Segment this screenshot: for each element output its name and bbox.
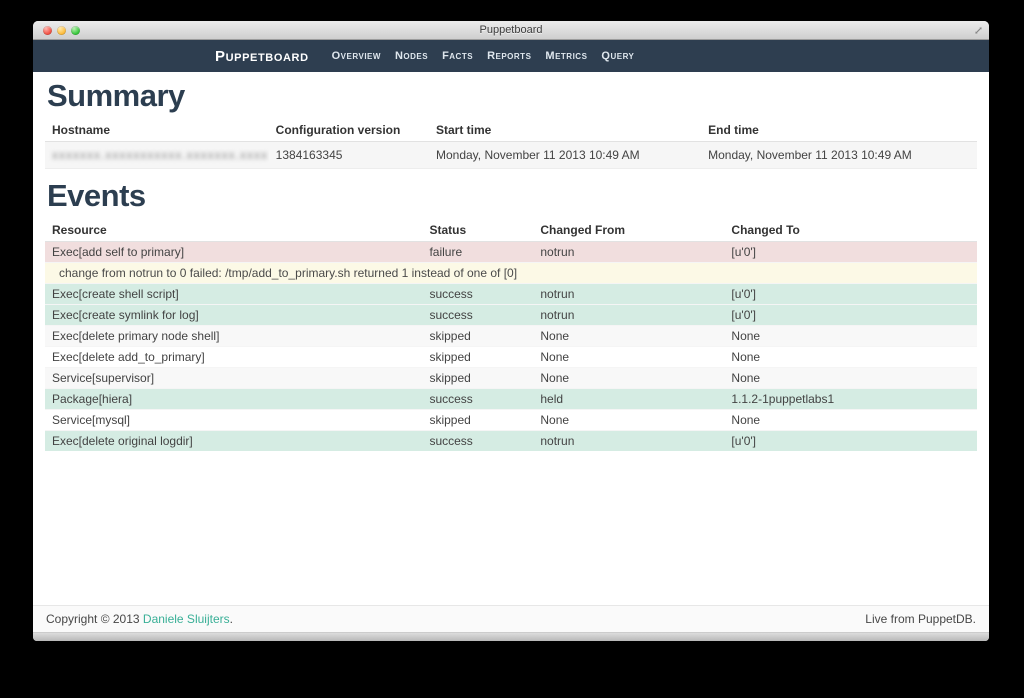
hostname-cell: xxxxxxx.xxxxxxxxxxx.xxxxxxx.xxxx	[45, 141, 269, 169]
navbar: Puppetboard Overview Nodes Facts Reports…	[33, 40, 989, 72]
changed-from-cell: None	[533, 408, 725, 431]
col-changed-from: Changed From	[533, 218, 725, 242]
table-row: Package[hiera] success held 1.1.2-1puppe…	[45, 387, 977, 410]
navbar-brand[interactable]: Puppetboard	[215, 47, 309, 65]
report-page: Summary Hostname Configuration version S…	[33, 72, 989, 605]
changed-to-cell: None	[724, 345, 977, 368]
configuration-version-cell: 1384163345	[268, 141, 429, 169]
col-start-time: Start time	[428, 118, 702, 142]
changed-from-cell: notrun	[533, 282, 725, 305]
resource-cell: Exec[create symlink for log]	[45, 303, 423, 326]
window-title: Puppetboard	[479, 24, 543, 36]
summary-table: Hostname Configuration version Start tim…	[45, 118, 977, 169]
changed-to-cell: None	[724, 366, 977, 389]
copyright-text: Copyright © 2013 Daniele Sluijters.	[46, 612, 233, 626]
resource-cell: Exec[delete add_to_primary]	[45, 345, 423, 368]
app-window: Puppetboard Puppetboard Overview Nodes F…	[33, 21, 989, 641]
hostname-redacted: xxxxxxx.xxxxxxxxxxx.xxxxxxx.xxxx	[52, 147, 269, 162]
status-cell: skipped	[422, 408, 534, 431]
table-row: Exec[create shell script] success notrun…	[45, 282, 977, 305]
col-resource: Resource	[45, 218, 423, 242]
puppetdb-status-text: Live from PuppetDB.	[865, 612, 976, 626]
events-header-row: Resource Status Changed From Changed To	[45, 218, 977, 242]
traffic-lights	[43, 26, 80, 35]
copyright-suffix: .	[229, 612, 233, 626]
events-heading: Events	[47, 177, 146, 213]
window-bottom-edge[interactable]	[33, 632, 989, 641]
author-link[interactable]: Daniele Sluijters	[142, 612, 230, 626]
copyright-prefix: Copyright © 2013	[46, 612, 143, 626]
changed-to-cell: None	[724, 324, 977, 347]
minimize-window-icon[interactable]	[57, 26, 66, 35]
events-table: Resource Status Changed From Changed To …	[45, 218, 977, 451]
start-time-cell: Monday, November 11 2013 10:49 AM	[428, 141, 702, 169]
zoom-window-icon[interactable]	[71, 26, 80, 35]
status-cell: failure	[422, 240, 534, 263]
col-configuration-version: Configuration version	[268, 118, 429, 142]
table-row: Exec[create symlink for log] success not…	[45, 303, 977, 326]
changed-from-cell: notrun	[533, 240, 725, 263]
footer: Copyright © 2013 Daniele Sluijters. Live…	[33, 605, 989, 632]
col-hostname: Hostname	[45, 118, 269, 142]
table-row: Service[supervisor] skipped None None	[45, 366, 977, 389]
resource-cell: Exec[create shell script]	[45, 282, 423, 305]
changed-to-cell: 1.1.2-1puppetlabs1	[724, 387, 977, 410]
nav-item-overview[interactable]: Overview	[331, 50, 381, 62]
resource-cell: Exec[delete primary node shell]	[45, 324, 423, 347]
changed-from-cell: None	[533, 345, 725, 368]
nav-item-reports[interactable]: Reports	[487, 50, 532, 62]
resource-cell: Exec[delete original logdir]	[45, 429, 423, 451]
end-time-cell: Monday, November 11 2013 10:49 AM	[701, 141, 977, 169]
changed-to-cell: None	[724, 408, 977, 431]
status-cell: success	[422, 387, 534, 410]
changed-to-cell: [u'0']	[724, 429, 977, 451]
changed-to-cell: [u'0']	[724, 282, 977, 305]
status-cell: skipped	[422, 324, 534, 347]
status-cell: skipped	[422, 345, 534, 368]
window-titlebar[interactable]: Puppetboard	[33, 21, 989, 40]
resource-cell: Package[hiera]	[45, 387, 423, 410]
changed-from-cell: None	[533, 324, 725, 347]
resource-cell: Service[supervisor]	[45, 366, 423, 389]
status-cell: skipped	[422, 366, 534, 389]
summary-row: xxxxxxx.xxxxxxxxxxx.xxxxxxx.xxxx 1384163…	[45, 141, 977, 169]
col-changed-to: Changed To	[724, 218, 977, 242]
changed-from-cell: notrun	[533, 303, 725, 326]
nav-item-query[interactable]: Query	[601, 50, 635, 62]
resource-cell: Exec[add self to primary]	[45, 240, 423, 263]
nav-item-facts[interactable]: Facts	[442, 50, 474, 62]
status-cell: success	[422, 282, 534, 305]
changed-from-cell: None	[533, 366, 725, 389]
table-row: Exec[delete original logdir] success not…	[45, 429, 977, 451]
nav-item-nodes[interactable]: Nodes	[394, 50, 429, 62]
summary-header-row: Hostname Configuration version Start tim…	[45, 118, 977, 142]
table-row: Service[mysql] skipped None None	[45, 408, 977, 431]
resize-window-icon[interactable]	[973, 25, 984, 36]
changed-to-cell: [u'0']	[724, 303, 977, 326]
failure-message-cell: change from notrun to 0 failed: /tmp/add…	[45, 261, 977, 284]
changed-from-cell: held	[533, 387, 725, 410]
status-cell: success	[422, 429, 534, 451]
nav-item-metrics[interactable]: Metrics	[545, 50, 588, 62]
col-status: Status	[422, 218, 534, 242]
table-row: Exec[add self to primary] failure notrun…	[45, 240, 977, 263]
summary-heading: Summary	[47, 78, 185, 113]
status-cell: success	[422, 303, 534, 326]
table-row: Exec[delete primary node shell] skipped …	[45, 324, 977, 347]
table-row-failure-message: change from notrun to 0 failed: /tmp/add…	[45, 261, 977, 284]
changed-to-cell: [u'0']	[724, 240, 977, 263]
changed-from-cell: notrun	[533, 429, 725, 451]
close-window-icon[interactable]	[43, 26, 52, 35]
table-row: Exec[delete add_to_primary] skipped None…	[45, 345, 977, 368]
col-end-time: End time	[701, 118, 977, 142]
resource-cell: Service[mysql]	[45, 408, 423, 431]
